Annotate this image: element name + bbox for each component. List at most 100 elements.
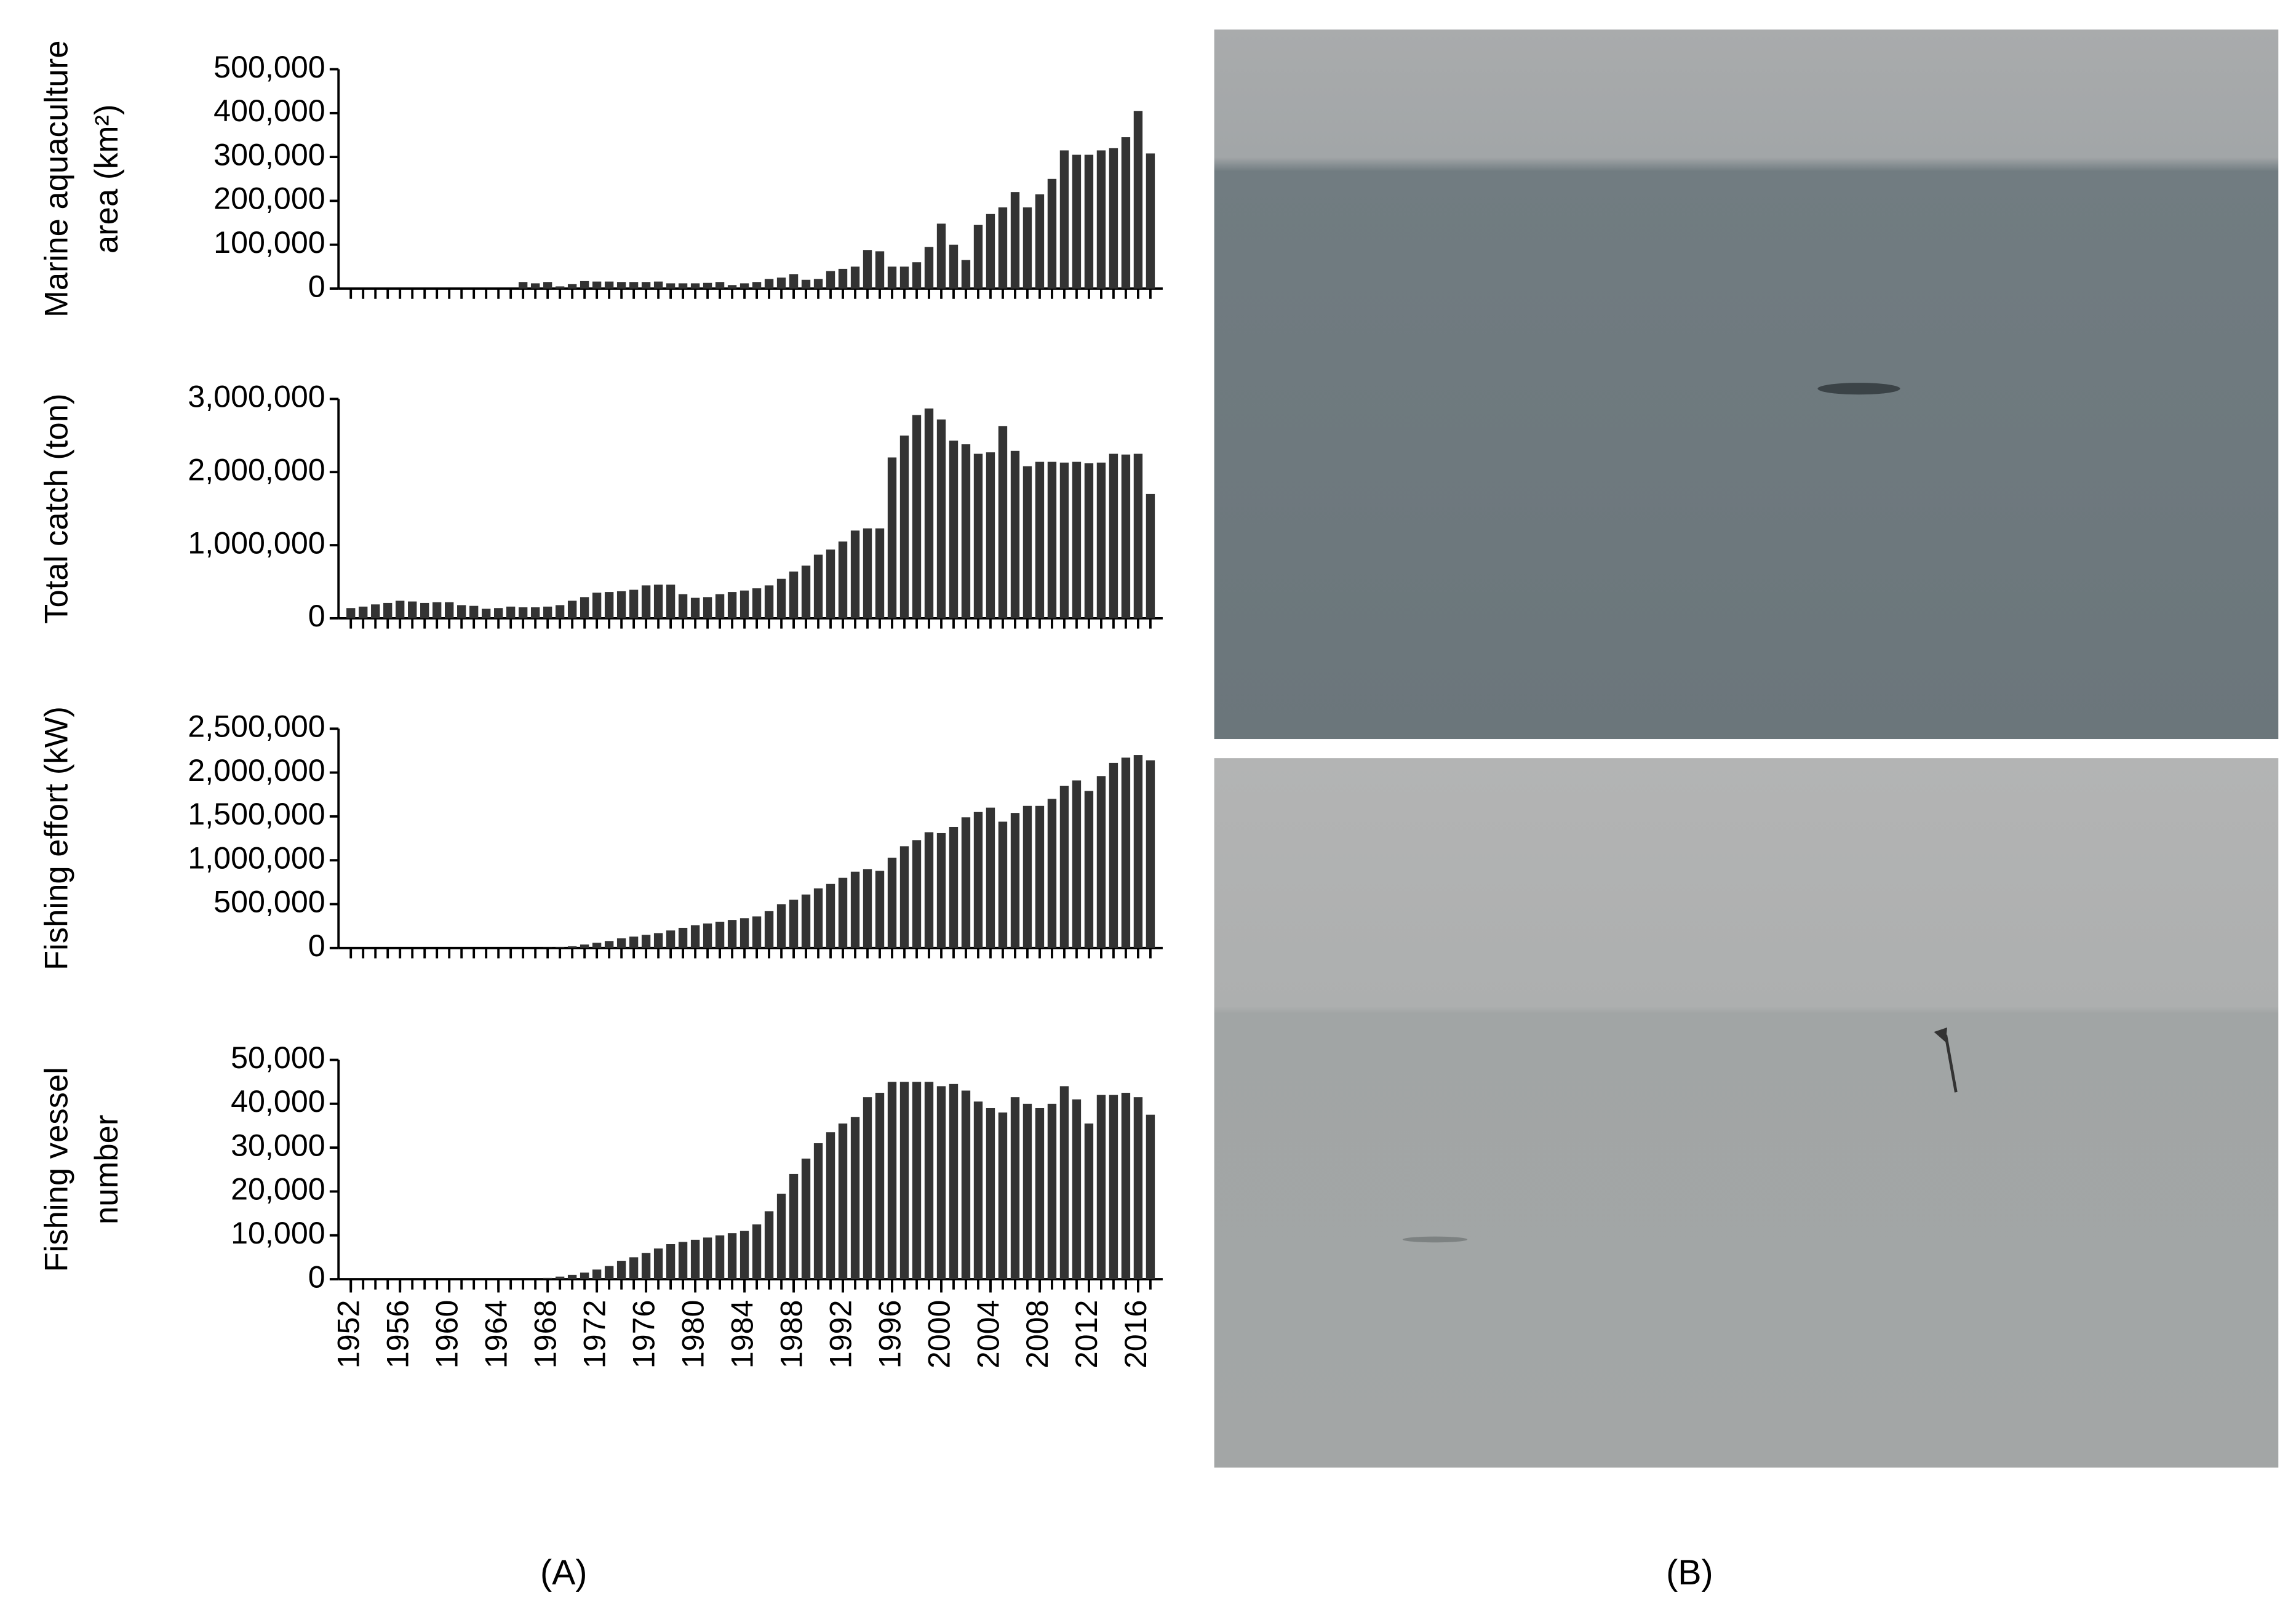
bar [1022, 805, 1032, 948]
bar [998, 426, 1008, 618]
bar [949, 244, 959, 289]
bar [653, 1248, 663, 1280]
bar [764, 1211, 774, 1280]
bar [961, 817, 971, 948]
bar [776, 277, 786, 289]
bar [727, 1233, 737, 1280]
bar [776, 578, 786, 618]
bar [924, 247, 934, 289]
bar [973, 812, 983, 948]
bar [850, 530, 860, 618]
panel-label: (B) [1666, 1553, 1713, 1592]
y-tick-label: 50,000 [231, 1040, 325, 1075]
bar [727, 592, 737, 618]
bar [899, 846, 909, 948]
bar [604, 941, 614, 948]
bar [801, 1158, 811, 1280]
bar [580, 597, 589, 618]
bar [899, 435, 909, 618]
bar [1035, 461, 1045, 618]
bar [1059, 1086, 1069, 1280]
bar [1072, 780, 1082, 948]
x-tick-label: 2016 [1118, 1300, 1153, 1369]
bar [924, 408, 934, 618]
bar [530, 607, 540, 618]
bar [678, 594, 688, 618]
bar [863, 528, 872, 618]
bar [666, 283, 676, 289]
y-tick-label: 400,000 [213, 94, 325, 128]
bar [592, 593, 602, 618]
y-tick-label: 10,000 [231, 1216, 325, 1250]
y-axis-label: Marine aquaculture [39, 41, 75, 318]
bar [678, 927, 688, 948]
bar [592, 281, 602, 289]
bar [543, 606, 552, 618]
bar [949, 1084, 959, 1280]
bar [961, 260, 971, 289]
bar [863, 869, 872, 948]
bar [899, 266, 909, 289]
bar [666, 1244, 676, 1280]
bar [863, 250, 872, 289]
bar [986, 452, 995, 618]
y-tick-label: 0 [308, 928, 325, 963]
bar [1096, 1095, 1106, 1280]
bar [506, 606, 516, 618]
y-tick-label: 0 [308, 269, 325, 303]
bar [949, 441, 959, 618]
bar [1121, 757, 1131, 948]
bar [653, 585, 663, 618]
bar [567, 284, 577, 289]
bar [616, 591, 626, 618]
bar [1059, 150, 1069, 289]
bar [1096, 462, 1106, 618]
y-tick-label: 30,000 [231, 1128, 325, 1162]
bar [875, 871, 885, 948]
bar [949, 826, 959, 948]
bar [641, 585, 651, 618]
bar [961, 444, 971, 618]
bar [666, 930, 676, 948]
bar [469, 605, 479, 618]
bar [555, 286, 565, 289]
bar [801, 894, 811, 948]
x-tick-label: 1952 [331, 1300, 365, 1369]
bar [1022, 207, 1032, 289]
bar [481, 609, 491, 618]
photo-bottom [1214, 758, 2279, 1468]
bar [1146, 1114, 1155, 1280]
bar [1084, 791, 1094, 948]
y-tick-label: 40,000 [231, 1084, 325, 1119]
bar [641, 935, 651, 948]
bar [1146, 760, 1155, 948]
bar [739, 918, 749, 948]
bar [1010, 813, 1020, 948]
bar [973, 1101, 983, 1280]
bar [1121, 454, 1131, 618]
bar [899, 1082, 909, 1280]
bar [371, 604, 380, 618]
x-tick-label: 1992 [823, 1300, 858, 1369]
bar [973, 225, 983, 289]
bar [813, 1143, 823, 1280]
bar [924, 1082, 934, 1280]
x-tick-label: 2012 [1069, 1300, 1104, 1369]
bar [641, 1253, 651, 1280]
bar [973, 453, 983, 618]
bar [752, 916, 762, 948]
bar [887, 857, 897, 948]
bar [604, 1266, 614, 1280]
bar [801, 565, 811, 618]
bar [838, 877, 848, 948]
bar [346, 608, 356, 618]
bar [1109, 148, 1118, 289]
x-tick-label: 1980 [676, 1300, 710, 1369]
bar [875, 1093, 885, 1280]
bar [518, 282, 528, 289]
x-tick-label: 1964 [479, 1300, 513, 1369]
bar [826, 271, 835, 289]
bar [666, 585, 676, 618]
y-tick-label: 1,000,000 [188, 525, 325, 560]
x-tick-label: 1976 [626, 1300, 661, 1369]
